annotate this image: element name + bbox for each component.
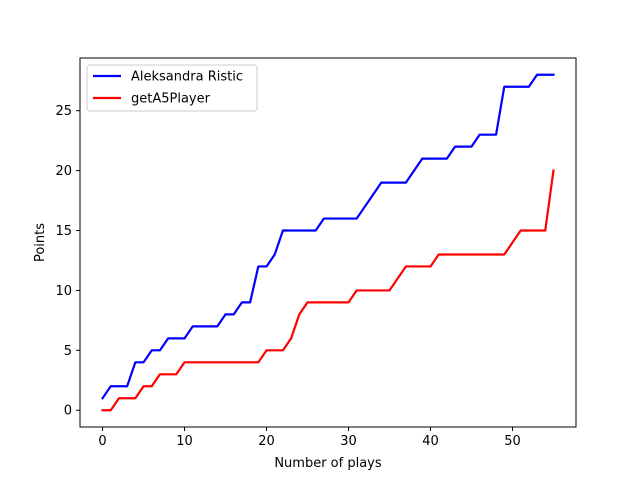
y-axis: 0 5 10 15 20 25 xyxy=(55,104,80,419)
x-tick-label: 50 xyxy=(504,434,521,449)
x-tick-label: 30 xyxy=(340,434,357,449)
series-line-2 xyxy=(101,169,555,412)
series-line-1 xyxy=(101,73,555,400)
plot-frame xyxy=(79,57,577,428)
y-tick-label: 25 xyxy=(55,104,72,119)
x-tick-label: 20 xyxy=(258,434,275,449)
y-tick-label: 5 xyxy=(64,344,72,359)
y-tick-label: 10 xyxy=(55,284,72,299)
y-axis-label: Points xyxy=(33,223,48,262)
x-tick-label: 40 xyxy=(422,434,439,449)
x-tick-label: 0 xyxy=(98,434,106,449)
legend-box xyxy=(86,64,258,112)
y-tick-label: 15 xyxy=(55,224,72,239)
plot-background xyxy=(80,58,576,427)
legend: Aleksandra Ristic getA5Player xyxy=(86,64,258,112)
series-layer xyxy=(101,73,555,412)
legend-label-1: Aleksandra Ristic xyxy=(131,70,243,85)
x-axis-label: Number of plays xyxy=(274,456,382,471)
y-tick-label: 0 xyxy=(64,404,72,419)
x-tick-label: 10 xyxy=(176,434,193,449)
legend-label-2: getA5Player xyxy=(131,92,211,107)
x-axis: 0 10 20 30 40 50 xyxy=(98,427,521,449)
y-tick-label: 20 xyxy=(55,164,72,179)
